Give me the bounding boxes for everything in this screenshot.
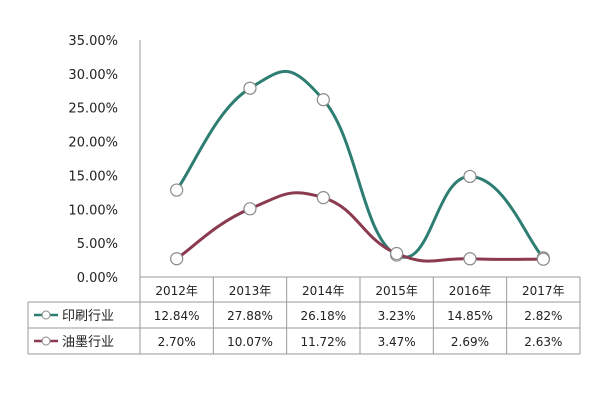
table-value: 11.72% (300, 335, 346, 349)
x-category-label: 2015年 (375, 284, 418, 298)
data-point (170, 252, 184, 266)
table-value: 27.88% (227, 309, 273, 323)
legend-label: 油墨行业 (62, 335, 114, 350)
table-value: 3.47% (378, 335, 416, 349)
table-value: 3.23% (378, 309, 416, 323)
y-tick-label: 0.00% (77, 271, 118, 286)
data-point (390, 246, 404, 261)
table-value: 2.70% (158, 335, 196, 349)
y-tick-label: 25.00% (68, 102, 118, 117)
table-value: 14.85% (447, 309, 493, 323)
x-category-label: 2014年 (302, 284, 345, 298)
data-point (463, 252, 477, 266)
data-point (170, 183, 184, 197)
data-point (243, 202, 257, 216)
y-tick-label: 20.00% (68, 136, 118, 151)
data-point (463, 169, 477, 184)
data-point (536, 252, 550, 266)
data-point (243, 81, 257, 95)
table-value: 2.63% (524, 335, 562, 349)
series-line (175, 191, 544, 263)
legend-label: 印刷行业 (62, 309, 114, 324)
table-value: 12.84% (154, 309, 200, 323)
x-category-label: 2012年 (155, 284, 198, 298)
series-line (175, 69, 545, 259)
y-tick-label: 35.00% (68, 34, 118, 49)
x-category-label: 2016年 (449, 284, 492, 298)
y-tick-label: 5.00% (77, 237, 118, 252)
data-point (316, 93, 330, 107)
y-tick-label: 30.00% (68, 68, 118, 83)
table-value: 10.07% (227, 335, 273, 349)
table-value: 2.82% (524, 309, 562, 323)
y-tick-label: 15.00% (68, 169, 118, 184)
data-point (316, 191, 330, 205)
table-value: 26.18% (300, 309, 346, 323)
x-category-label: 2013年 (229, 284, 272, 298)
x-category-label: 2017年 (522, 284, 565, 298)
legend-marker (41, 310, 51, 320)
legend-marker (41, 336, 51, 346)
table-value: 2.69% (451, 335, 489, 349)
y-tick-label: 10.00% (68, 203, 118, 218)
